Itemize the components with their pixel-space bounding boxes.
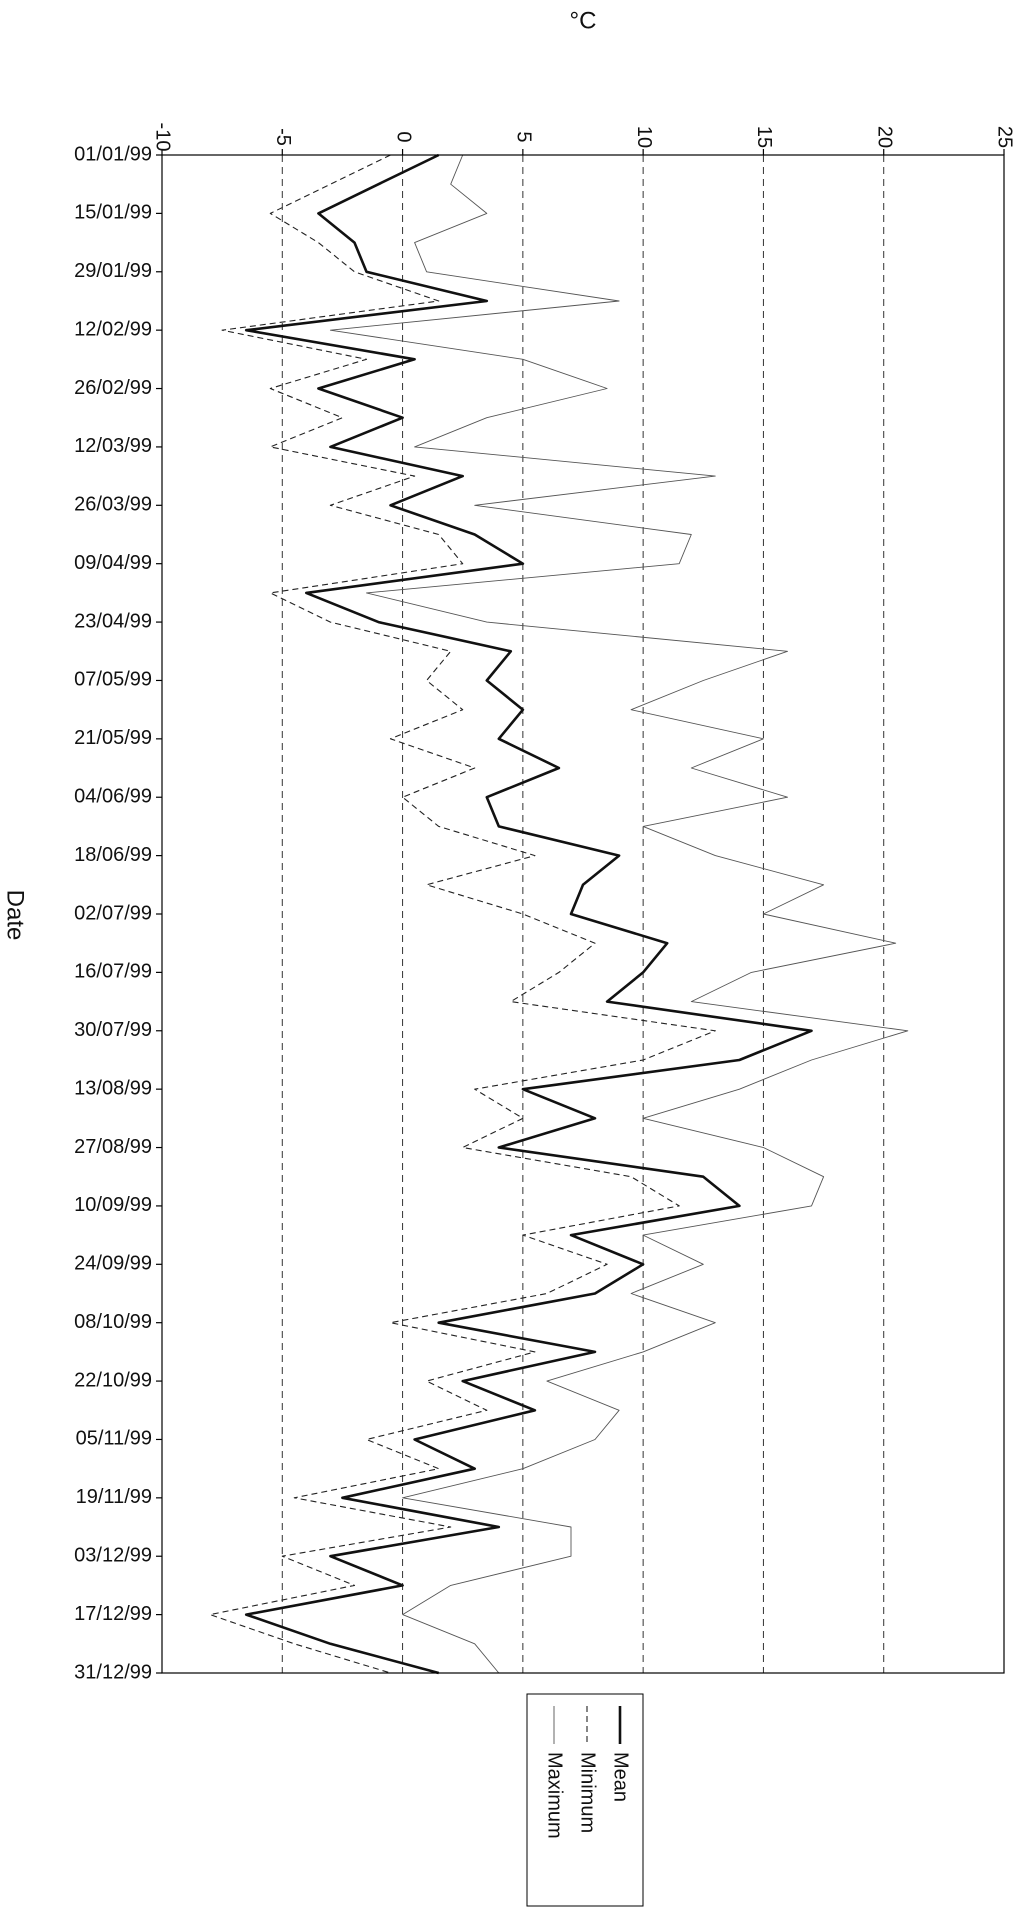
legend-label-maximum: Maximum	[544, 1752, 566, 1839]
date-tick-label: 12/03/99	[74, 435, 152, 457]
date-tick-label: 21/05/99	[74, 727, 152, 749]
date-tick-label: 13/08/99	[74, 1077, 152, 1099]
date-tick-label: 18/06/99	[74, 844, 152, 866]
series-layer	[209, 153, 909, 1675]
date-tick-label: 17/12/99	[74, 1603, 152, 1625]
legend-label-mean: Mean	[610, 1752, 632, 1802]
date-tick-label: 31/12/99	[74, 1661, 152, 1683]
date-tick-label: 26/02/99	[74, 377, 152, 399]
date-tick-label: 24/09/99	[74, 1253, 152, 1275]
date-tick-label: 15/01/99	[74, 202, 152, 224]
gridlines	[281, 155, 885, 1673]
date-tick-label: 10/09/99	[74, 1194, 152, 1216]
date-tick-label: 07/05/99	[74, 669, 152, 691]
temperature-tick-label: 10	[633, 126, 655, 148]
date-axis-ticks: 01/01/99 15/01/99 29/01/99 12/02/99 26/02/99…	[74, 143, 162, 1683]
date-tick-label: 19/11/99	[76, 1486, 152, 1508]
temperature-tick-label: 5	[513, 131, 535, 142]
date-tick-label: 30/07/99	[74, 1019, 152, 1041]
date-tick-label: 12/02/99	[74, 318, 152, 340]
legend-box	[526, 1693, 644, 1907]
temperature-tick-label: 20	[873, 126, 895, 148]
temperature-tick-label: -5	[272, 128, 294, 146]
series-line-minimum	[209, 154, 716, 1674]
date-tick-label: 29/01/99	[74, 260, 152, 282]
date-tick-label: 02/07/99	[74, 902, 152, 924]
date-tick-label: 26/03/99	[74, 494, 152, 516]
series-line-maximum	[329, 154, 909, 1674]
date-tick-label: 05/11/99	[76, 1428, 152, 1450]
series-line-mean	[244, 153, 813, 1675]
date-tick-label: 09/04/99	[74, 552, 152, 574]
legend: Mean Minimum Maximum	[526, 1693, 644, 1907]
date-tick-label: 03/12/99	[74, 1545, 152, 1567]
date-axis-title: Date	[2, 890, 29, 941]
temperature-axis-ticks: -10 -5 0 5 10 15 20 25	[152, 123, 1016, 155]
date-tick-label: 22/10/99	[74, 1369, 152, 1391]
temperature-tick-label: 25	[994, 126, 1016, 148]
temperature-axis-title: °C	[570, 7, 597, 34]
legend-label-minimum: Minimum	[577, 1752, 599, 1833]
date-tick-label: 04/06/99	[74, 786, 152, 808]
date-tick-label: 27/08/99	[74, 1136, 152, 1158]
date-tick-label: 08/10/99	[74, 1311, 152, 1333]
temperature-tick-label: 15	[753, 126, 775, 148]
temperature-tick-label: -10	[152, 123, 174, 152]
date-tick-label: 01/01/99	[74, 143, 152, 165]
date-tick-label: 16/07/99	[74, 961, 152, 983]
date-tick-label: 23/04/99	[74, 610, 152, 632]
temperature-tick-label: 0	[392, 131, 414, 142]
